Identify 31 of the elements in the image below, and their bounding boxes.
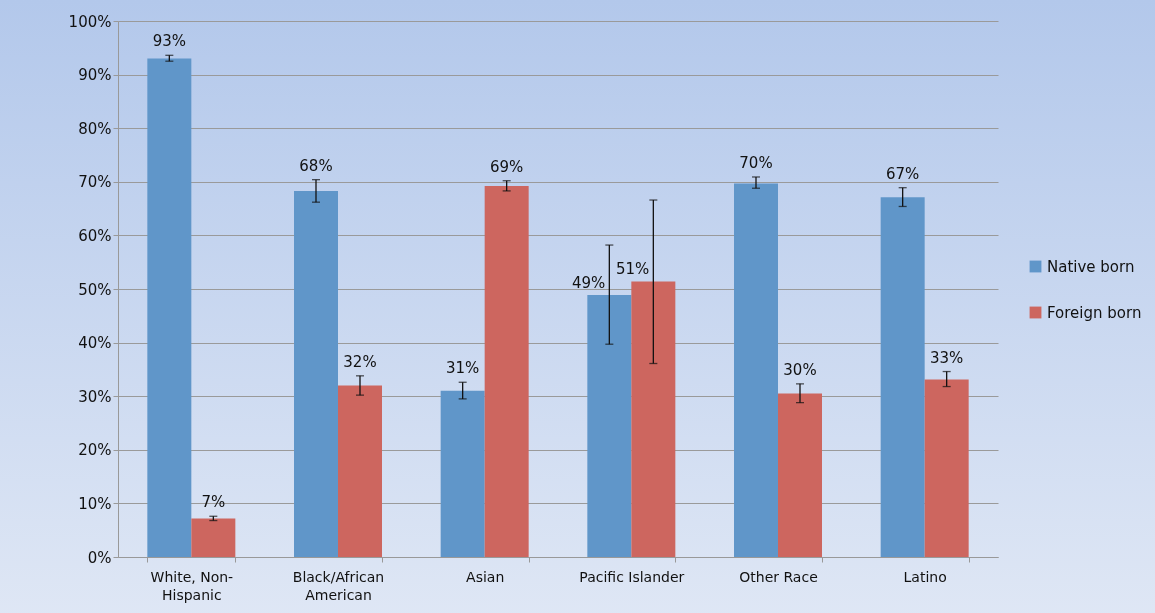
x-tick-label: Asian [466,568,505,585]
data-label: 49% [571,273,606,292]
legend-label: Foreign born [1047,303,1142,322]
y-tick-label: 40% [78,334,112,353]
data-label: 32% [343,352,377,371]
data-label: 68% [299,156,333,175]
x-tick-label: Pacific Islander [579,568,685,585]
y-tick-label: 70% [78,173,112,192]
data-label: 93% [152,32,187,51]
y-tick-label: 0% [87,548,112,567]
data-label: 67% [885,164,920,183]
x-tick-label: Other Race [739,568,818,585]
x-tick-label: White, Non-Hispanic [150,568,234,603]
y-tick-label: 100% [68,12,112,31]
y-tick-label: 50% [78,280,112,299]
y-tick-label: 80% [78,119,112,138]
data-label: 70% [739,153,773,172]
y-tick-label: 10% [78,494,112,513]
data-label: 30% [783,360,817,379]
data-label: 7% [201,493,226,512]
x-tick-label: Black/African American [292,568,385,603]
data-label: 69% [489,157,524,176]
y-tick-label: 20% [78,441,112,460]
y-tick-label: 60% [78,226,112,245]
data-label: 51% [615,260,650,279]
y-tick-label: 30% [78,387,112,406]
x-tick-label: Latino [903,568,947,585]
data-label: 33% [929,348,964,367]
data-label: 31% [445,359,480,378]
legend-label: Native born [1047,257,1135,276]
y-tick-label: 90% [78,66,112,85]
